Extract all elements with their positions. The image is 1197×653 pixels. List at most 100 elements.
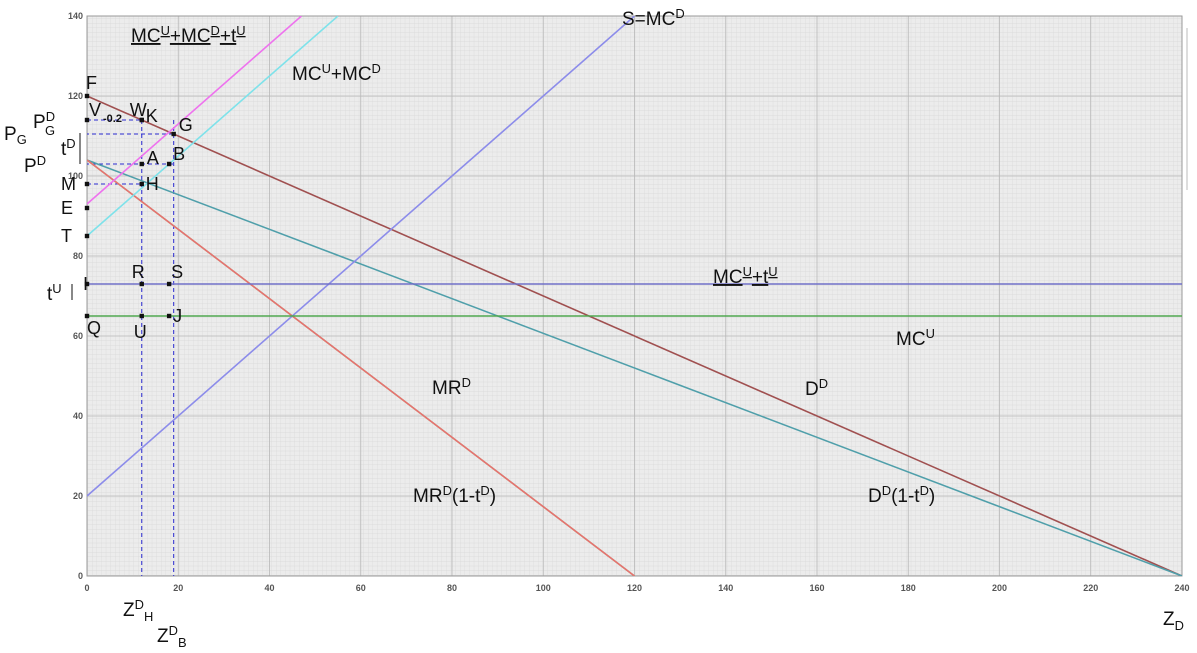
label-part: MC xyxy=(896,329,926,350)
label-part: t xyxy=(61,139,67,160)
label-part: D xyxy=(480,483,489,498)
point-marker xyxy=(139,117,144,123)
x-tick-label: 140 xyxy=(718,583,733,593)
x-axis-label: ZD xyxy=(1163,609,1184,633)
point-label: S xyxy=(171,262,183,282)
label-pg: PG xyxy=(4,124,27,147)
x-tick-label: 220 xyxy=(1083,583,1098,593)
label-part: MC xyxy=(292,64,322,85)
x-tick-label: 120 xyxy=(627,583,642,593)
label-part: U xyxy=(236,23,245,38)
label-part: D xyxy=(675,6,684,21)
label-tu: tU xyxy=(47,281,62,305)
y-tick-label: 80 xyxy=(73,251,83,261)
label-part: U xyxy=(52,281,61,296)
point-marker xyxy=(84,205,90,211)
point-layer xyxy=(84,93,176,319)
y-tick-label: 20 xyxy=(73,491,83,501)
label-part: U xyxy=(743,264,752,279)
point-marker xyxy=(84,117,90,123)
label-part: D xyxy=(868,486,882,507)
point-label: T xyxy=(61,226,72,246)
label-part: G xyxy=(17,132,27,147)
point-marker xyxy=(84,313,90,319)
label-part: t xyxy=(47,284,53,305)
label-part: G xyxy=(45,123,55,138)
point-label: M xyxy=(61,174,76,194)
point-marker xyxy=(84,93,90,99)
x-tick-label: 60 xyxy=(356,583,366,593)
point-marker xyxy=(139,181,144,187)
label-mcu-mcd: MCU+MCD xyxy=(292,61,381,85)
label-pd-g: PD G xyxy=(33,109,55,138)
point-marker xyxy=(84,281,90,287)
label-td: tD xyxy=(61,136,76,160)
series-layer xyxy=(87,16,1182,576)
y-tick-label: 120 xyxy=(68,91,83,101)
label-s-mcd: S=MCD xyxy=(622,6,685,30)
label-mcu-mcd-tu: MCU+MCD+tU xyxy=(131,23,246,47)
label-part: D xyxy=(372,61,381,76)
point-label: J xyxy=(173,306,182,326)
point-labels: FV W K GA B M H ET R S I Q U J xyxy=(61,73,193,342)
x-tick-label: 160 xyxy=(809,583,824,593)
label-mrd-1-td: MRD(1-tD) xyxy=(413,483,496,507)
point-marker xyxy=(166,161,172,167)
x-axis-ticks: 0 20 40 60 80 100 120 140 160 180 200 220 240 xyxy=(84,583,1189,593)
point-label: I xyxy=(83,274,88,294)
label-part: +MC xyxy=(170,26,211,47)
label-part: MC xyxy=(713,267,743,288)
label-zd-h: ZDH xyxy=(123,597,153,624)
point-marker xyxy=(171,131,176,137)
point-label: Q xyxy=(87,318,101,338)
label-part: D xyxy=(920,483,929,498)
point-label: W xyxy=(130,100,147,120)
label-part: U xyxy=(926,326,935,341)
point-label: G xyxy=(179,115,193,135)
label-part: D xyxy=(169,623,178,638)
label-pd: PD xyxy=(24,153,46,177)
label-mrd: MRD xyxy=(432,375,471,399)
point-marker xyxy=(139,281,144,287)
label-part: D xyxy=(462,375,471,390)
label-part: D xyxy=(211,23,220,38)
label-part: MR xyxy=(432,378,462,399)
point-marker xyxy=(166,281,172,287)
label-part: D xyxy=(46,109,55,124)
label-part: U xyxy=(322,61,331,76)
label-part: D xyxy=(66,136,75,151)
label-dd-1-td: DD(1-tD) xyxy=(868,483,935,507)
x-tick-label: 100 xyxy=(536,583,551,593)
label-part: U xyxy=(768,264,777,279)
x-tick-label: 80 xyxy=(447,583,457,593)
x-tick-label: 240 xyxy=(1174,583,1189,593)
point-marker xyxy=(139,161,144,167)
label-part: H xyxy=(144,609,153,624)
label-part: U xyxy=(161,23,170,38)
label-part: +t xyxy=(220,26,237,47)
label-part: (1-t xyxy=(891,486,920,507)
label-mcu-tu: MCU+tU xyxy=(713,264,778,288)
label-part: MR xyxy=(413,486,443,507)
label-part: P xyxy=(33,112,46,133)
x-tick-label: 20 xyxy=(173,583,183,593)
label-mcu: MCU xyxy=(896,326,935,350)
point-label: K xyxy=(146,106,158,126)
x-tick-label: 40 xyxy=(264,583,274,593)
x-tick-label: 0 xyxy=(84,583,89,593)
label-part: P xyxy=(4,124,17,145)
label-part: D xyxy=(135,597,144,612)
guide-lines xyxy=(87,119,175,576)
series-line xyxy=(87,95,1182,576)
series-line xyxy=(87,159,635,576)
point-label: V xyxy=(89,100,101,120)
label-part: +MC xyxy=(331,64,372,85)
label-part: D xyxy=(805,379,819,400)
point-marker xyxy=(84,181,90,187)
label-part: D xyxy=(37,153,46,168)
label-part: +t xyxy=(752,267,769,288)
label-part: B xyxy=(178,635,187,650)
series-line xyxy=(87,16,636,497)
label-part: Z xyxy=(1163,609,1175,630)
label-part: D xyxy=(819,376,828,391)
